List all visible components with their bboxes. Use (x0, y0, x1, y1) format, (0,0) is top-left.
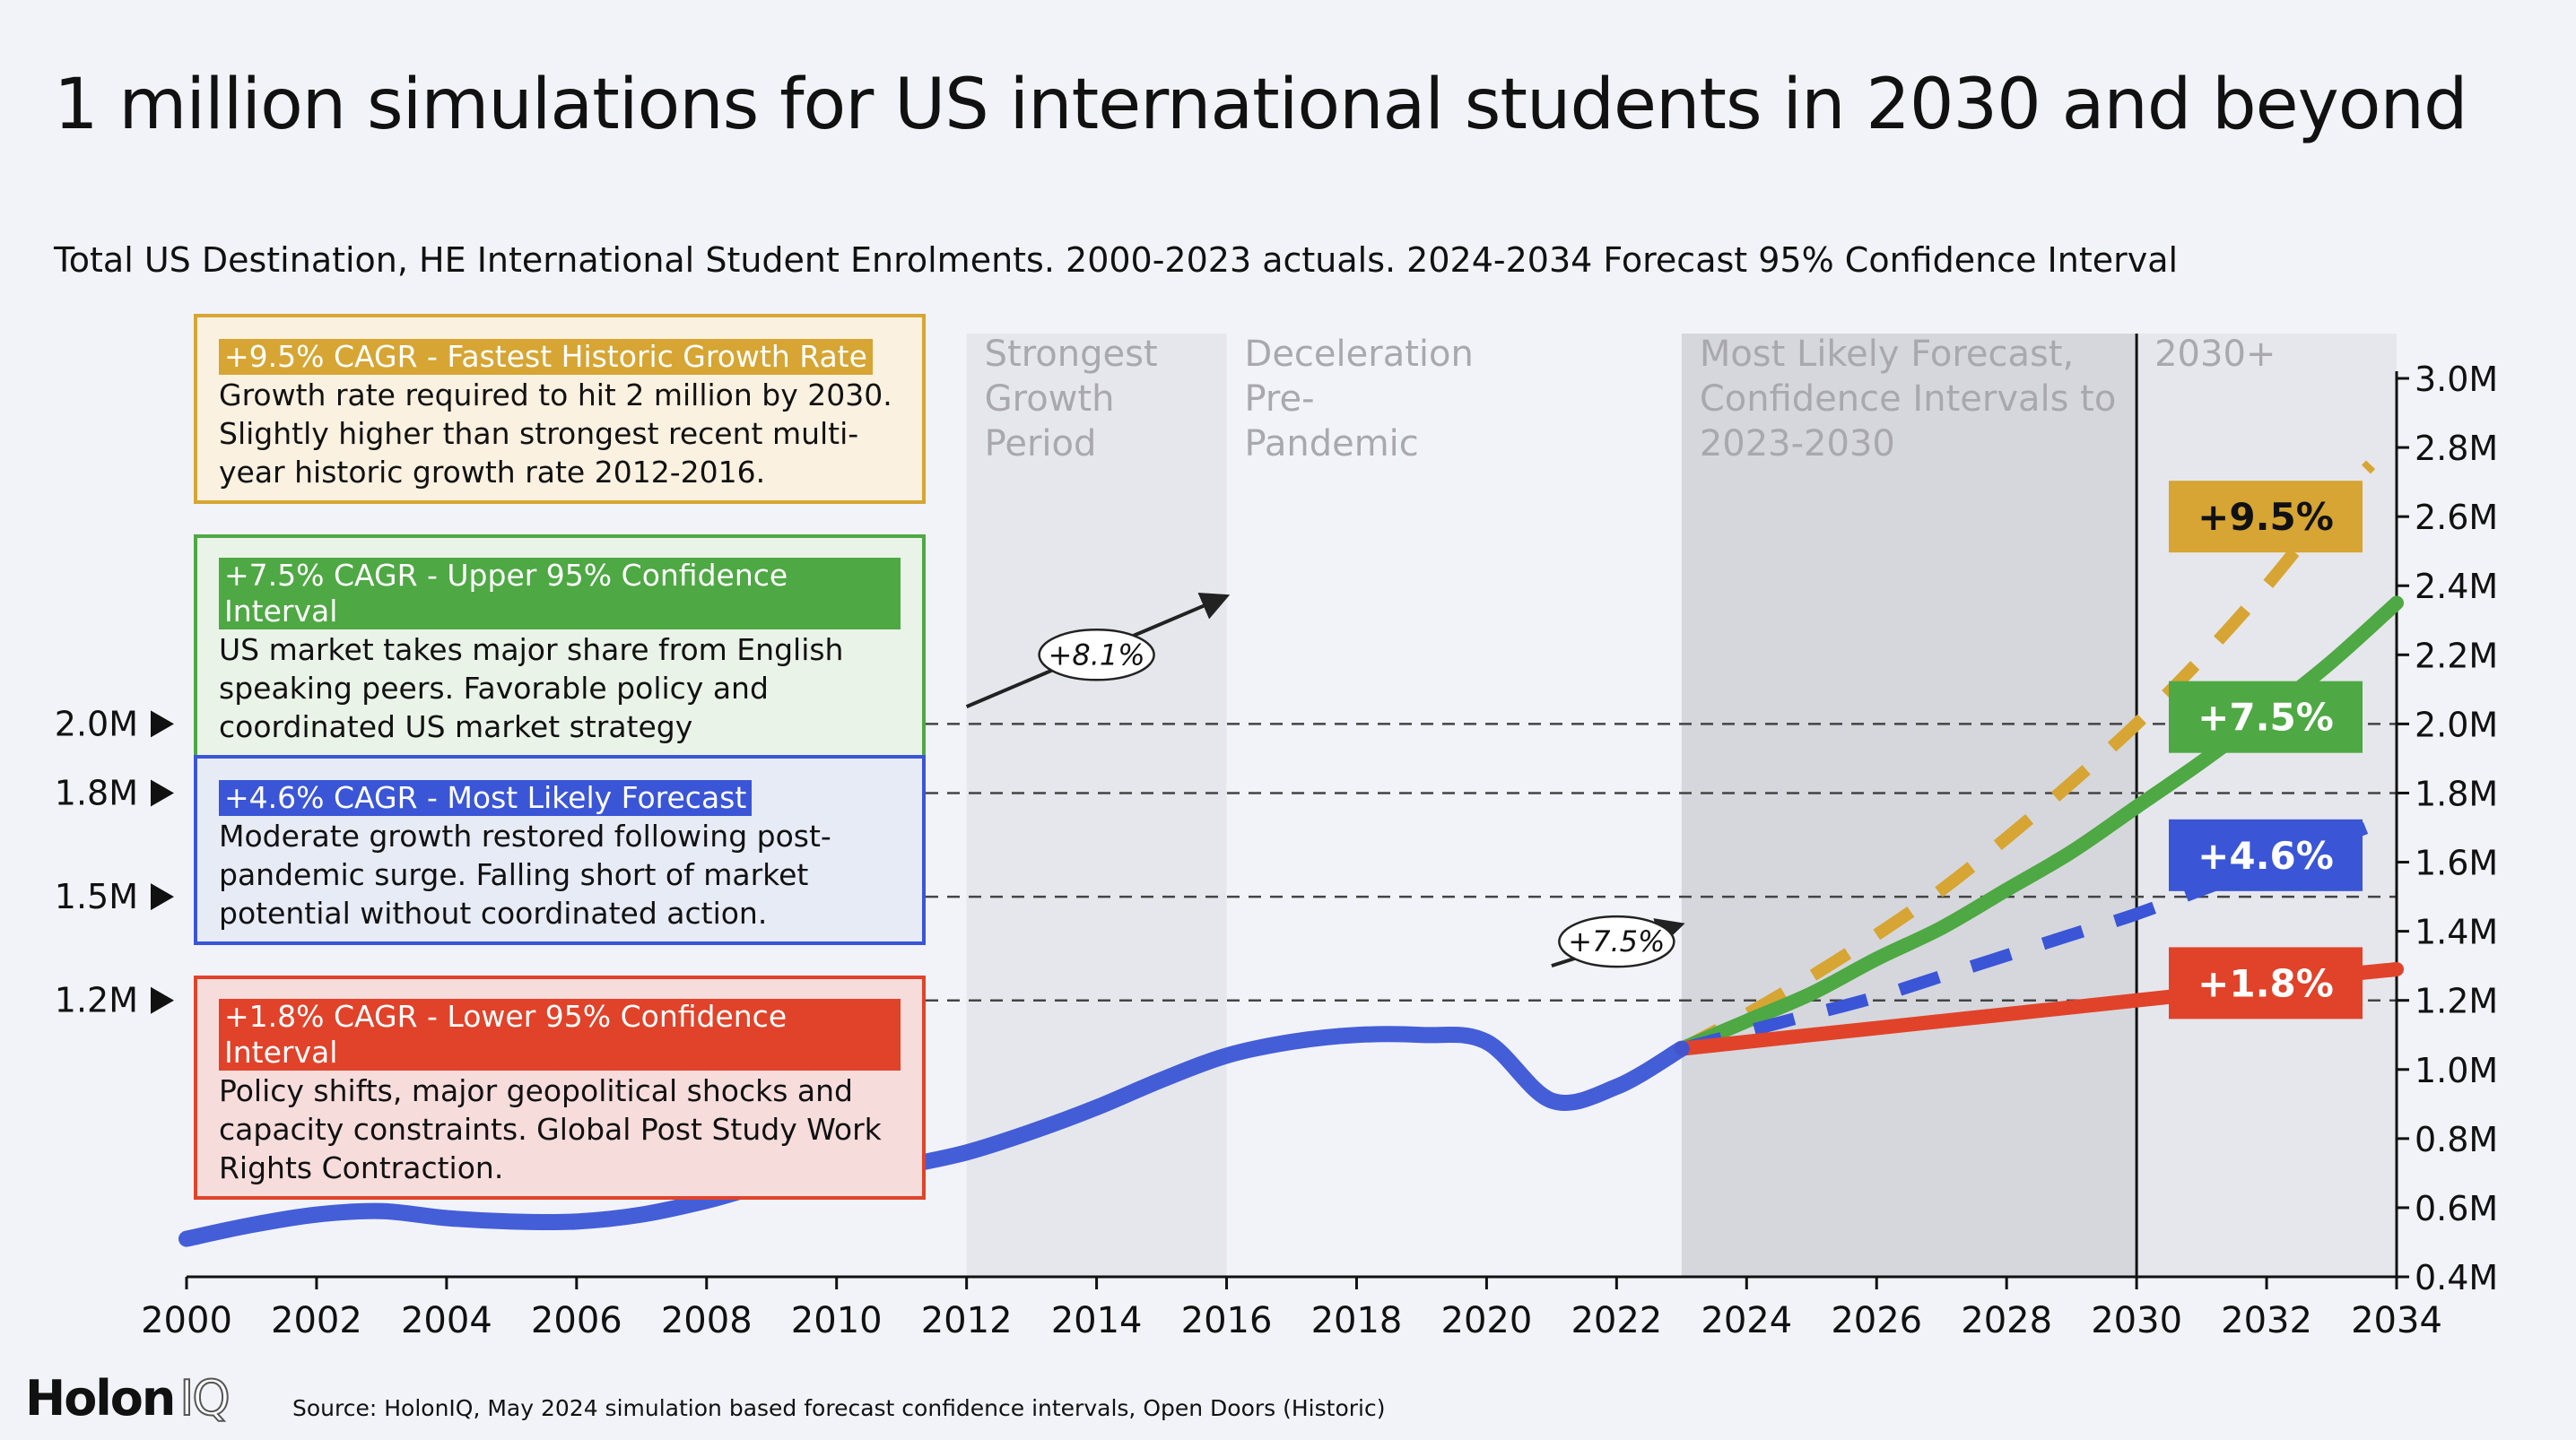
period-band (966, 334, 1227, 1277)
period-label: Confidence Intervals to (1700, 378, 2117, 420)
y-tick-label: 2.4M (2415, 567, 2498, 606)
y-tick-label: 2.0M (2415, 705, 2498, 744)
callout-heading: +7.5% CAGR - Upper 95% Confidence Interv… (219, 558, 901, 629)
callout-body: US market takes major share from English… (219, 632, 844, 744)
cagr-badge (2169, 819, 2363, 891)
reference-pointer-icon (151, 710, 174, 738)
cagr-badge-label: +7.5% (2197, 696, 2334, 740)
y-tick-label: 0.4M (2415, 1258, 2498, 1297)
cagr-badge (2169, 681, 2363, 753)
cagr-badge-label: +1.8% (2197, 961, 2334, 1005)
y-tick-label: 1.2M (2415, 982, 2498, 1021)
x-tick-label: 2022 (1571, 1300, 1662, 1341)
y-tick-label: 1.4M (2415, 913, 2498, 952)
x-tick-label: 2018 (1311, 1300, 1403, 1341)
period-label: Deceleration (1245, 334, 1474, 375)
callout-blue: +4.6% CAGR - Most Likely Forecast Modera… (194, 755, 926, 945)
y-tick-label: 0.6M (2415, 1189, 2498, 1228)
callout-body: Policy shifts, major geopolitical shocks… (219, 1073, 882, 1185)
callout-green: +7.5% CAGR - Upper 95% Confidence Interv… (194, 534, 926, 759)
x-tick-label: 2030 (2091, 1300, 2182, 1341)
y-tick-label: 1.8M (2415, 774, 2498, 813)
period-label: Pre- (1245, 378, 1315, 420)
reference-label: 1.2M (55, 981, 138, 1020)
reference-pointer-icon (151, 883, 174, 911)
x-tick-label: 2010 (791, 1300, 883, 1341)
x-tick-label: 2000 (141, 1300, 232, 1341)
period-label: Strongest (985, 334, 1158, 375)
x-tick-label: 2034 (2351, 1300, 2442, 1341)
x-tick-label: 2006 (531, 1300, 622, 1341)
callout-body: Moderate growth restored following post-… (219, 819, 831, 931)
logo-suffix: IQ (178, 1369, 231, 1427)
x-tick-label: 2014 (1051, 1300, 1143, 1341)
x-tick-label: 2028 (1961, 1300, 2052, 1341)
reference-pointer-icon (151, 779, 174, 807)
x-tick-label: 2020 (1441, 1300, 1533, 1341)
period-label: Growth (985, 378, 1115, 420)
x-tick-label: 2012 (921, 1300, 1013, 1341)
x-tick-label: 2004 (401, 1300, 492, 1341)
reference-label: 2.0M (55, 704, 138, 743)
y-tick-label: 1.0M (2415, 1051, 2498, 1090)
cagr-badge-label: +4.6% (2197, 834, 2334, 878)
cagr-badge-label: +9.5% (2197, 495, 2334, 539)
period-label: Period (985, 423, 1097, 464)
chart-subtitle: Total US Destination, HE International S… (54, 240, 2179, 280)
growth-label: +8.1% (1049, 638, 1145, 672)
y-tick-label: 2.6M (2415, 498, 2498, 537)
period-label: Pandemic (1245, 423, 1419, 464)
x-tick-label: 2008 (661, 1300, 753, 1341)
callout-red: +1.8% CAGR - Lower 95% Confidence Interv… (194, 976, 926, 1200)
callout-gold: +9.5% CAGR - Fastest Historic Growth Rat… (194, 314, 926, 504)
x-tick-label: 2024 (1701, 1300, 1792, 1341)
cagr-badge (2169, 947, 2363, 1019)
period-label: 2030+ (2154, 334, 2276, 375)
callout-heading: +4.6% CAGR - Most Likely Forecast (219, 780, 753, 816)
period-band (2137, 334, 2397, 1277)
period-label: 2023-2030 (1700, 423, 1895, 464)
source-note: Source: HolonIQ, May 2024 simulation bas… (292, 1395, 1386, 1421)
x-tick-label: 2032 (2221, 1300, 2312, 1341)
x-tick-label: 2016 (1181, 1300, 1273, 1341)
callout-heading: +9.5% CAGR - Fastest Historic Growth Rat… (219, 339, 873, 375)
logo-main: Holon (25, 1370, 176, 1427)
y-tick-label: 2.8M (2415, 429, 2498, 468)
period-band (1681, 334, 2137, 1277)
callout-body: Growth rate required to hit 2 million by… (219, 377, 892, 490)
x-tick-label: 2026 (1831, 1300, 1922, 1341)
growth-label: +7.5% (1568, 924, 1665, 959)
holoniq-logo: Holon IQ (25, 1369, 231, 1427)
chart-title: 1 million simulations for US internation… (54, 65, 2467, 145)
historic-series-line (178, 1026, 1690, 1247)
y-tick-label: 1.6M (2415, 844, 2498, 883)
cagr-badge (2169, 481, 2363, 553)
y-tick-label: 3.0M (2415, 360, 2498, 399)
reference-label: 1.5M (55, 877, 138, 916)
period-label: Most Likely Forecast, (1700, 334, 2074, 375)
y-tick-label: 2.2M (2415, 636, 2498, 675)
growth-bubble (1038, 629, 1155, 681)
reference-label: 1.8M (55, 773, 138, 812)
callout-heading: +1.8% CAGR - Lower 95% Confidence Interv… (219, 999, 901, 1071)
reference-pointer-icon (151, 986, 174, 1014)
y-tick-label: 0.8M (2415, 1120, 2498, 1159)
growth-bubble (1558, 915, 1675, 968)
x-tick-label: 2002 (271, 1300, 362, 1341)
